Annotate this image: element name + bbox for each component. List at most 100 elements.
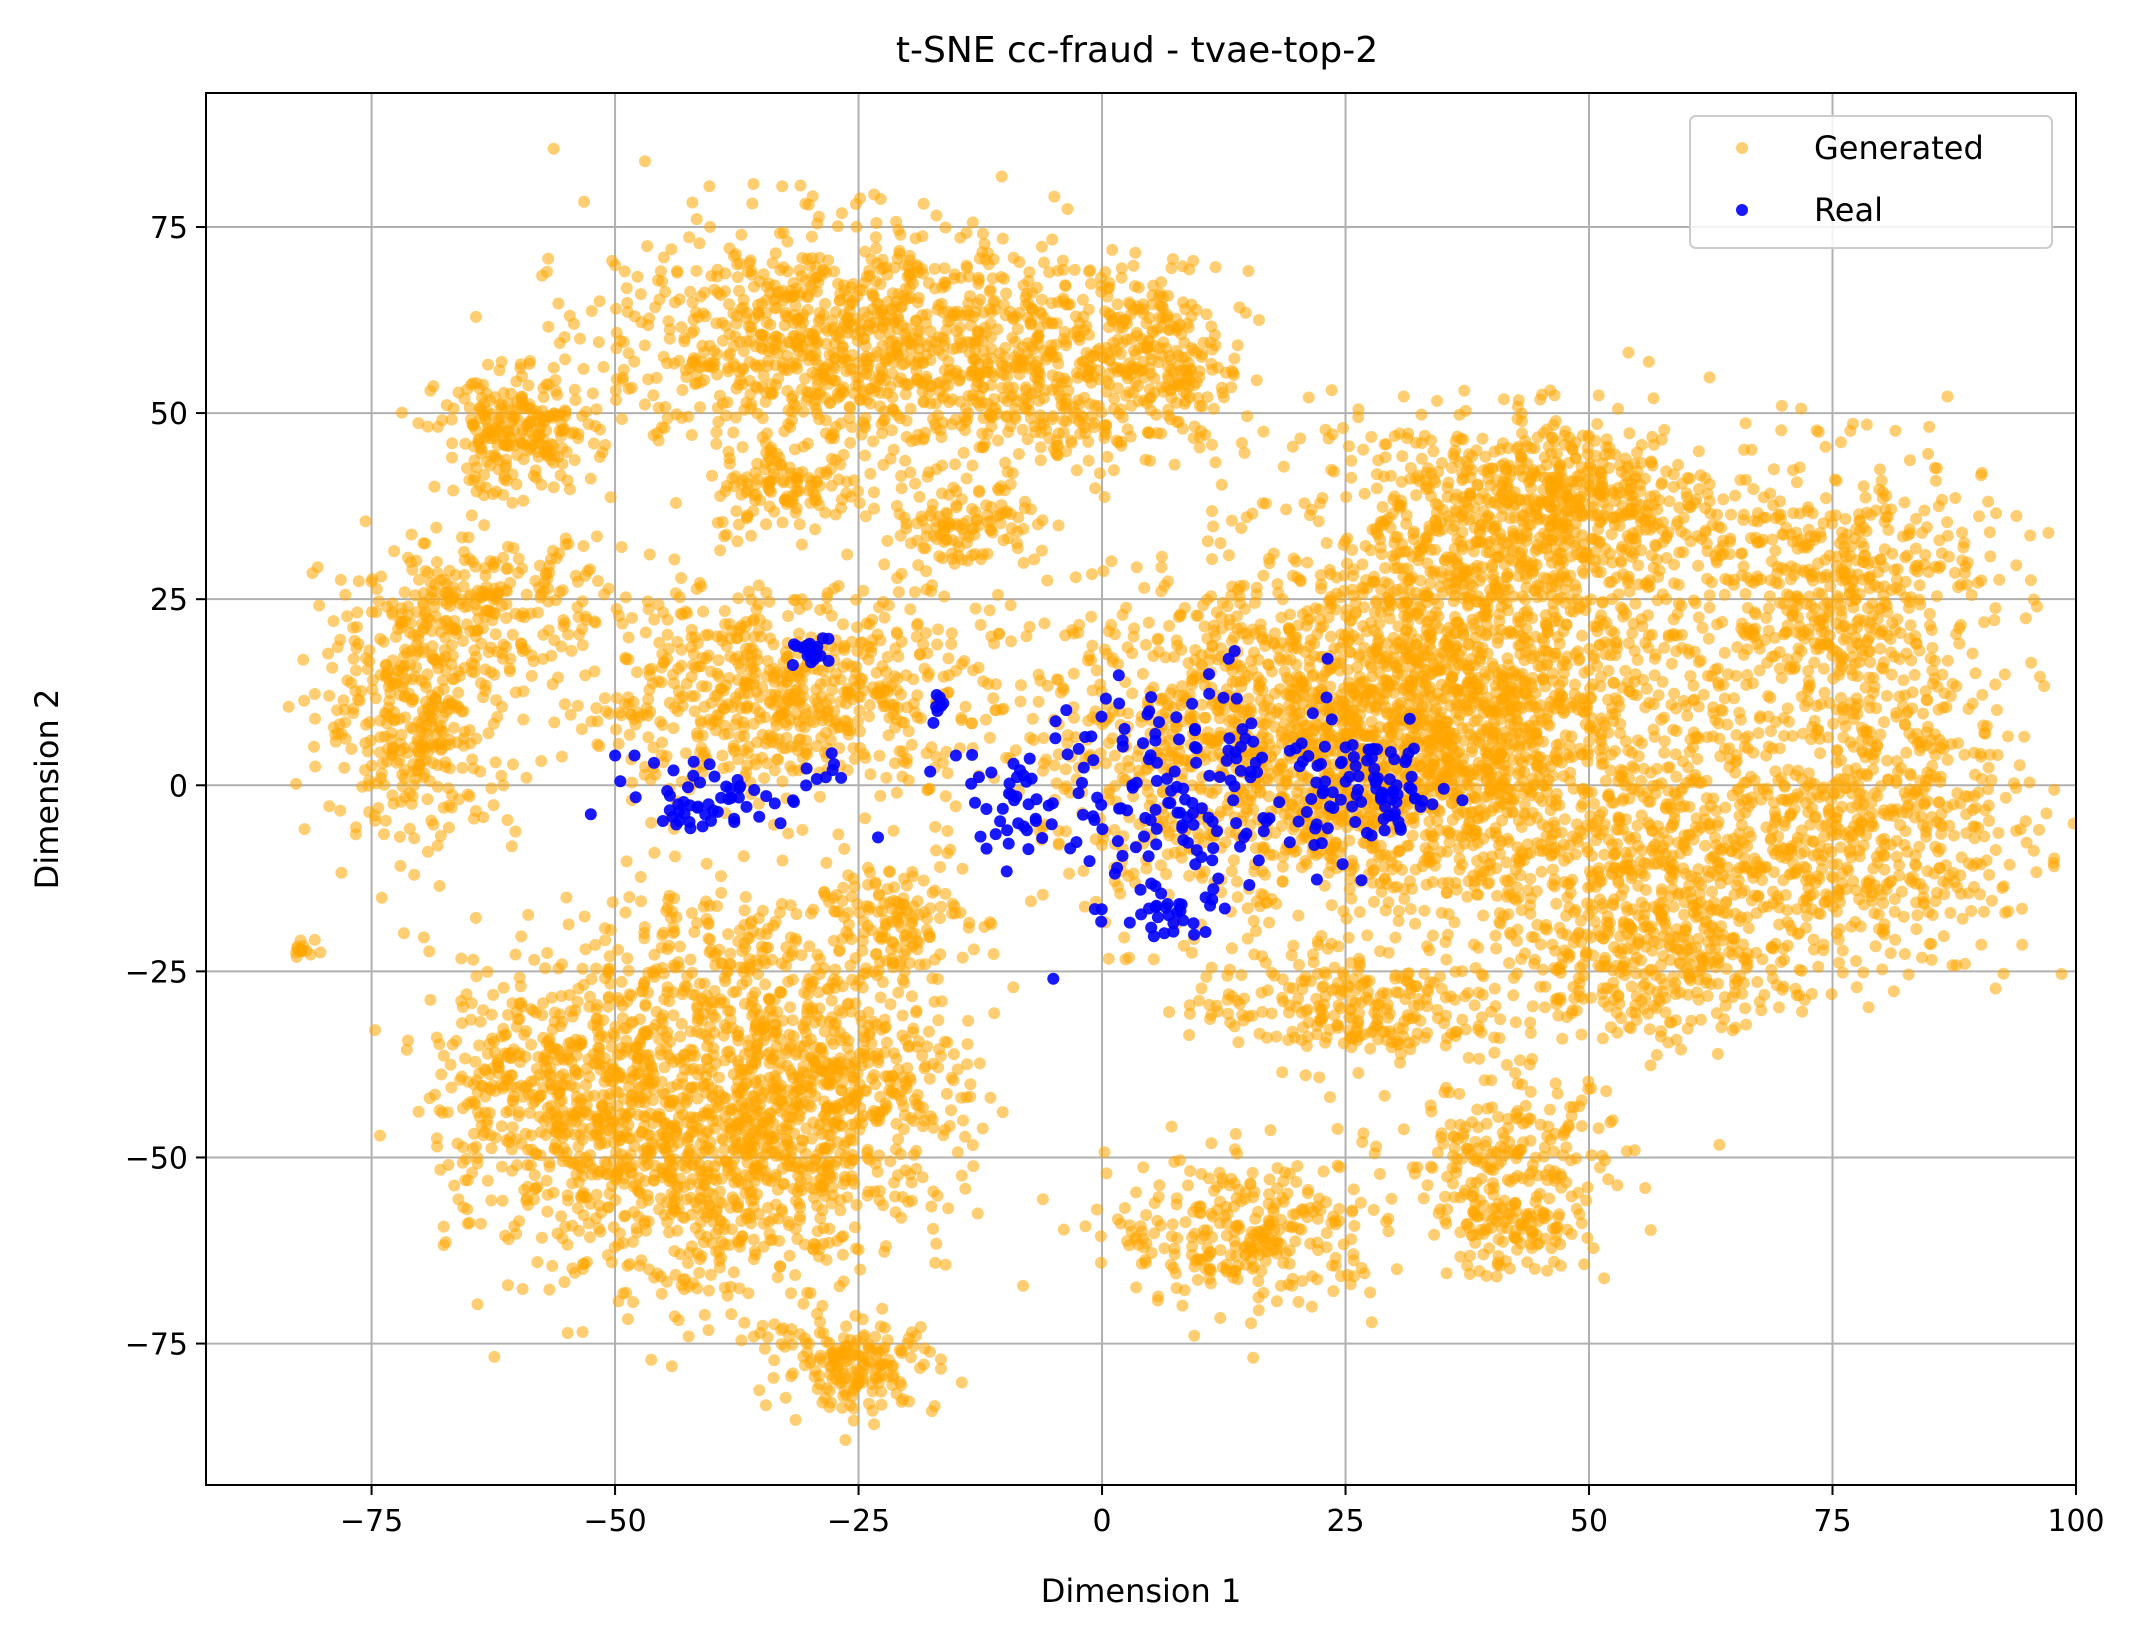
point-generated: [474, 479, 487, 492]
point-generated: [1103, 307, 1116, 320]
point-generated: [1276, 593, 1289, 606]
point-generated: [937, 392, 949, 405]
point-generated: [1081, 654, 1094, 667]
point-generated: [1068, 263, 1081, 276]
point-generated: [1140, 862, 1153, 875]
point-generated: [900, 928, 913, 941]
point-generated: [711, 270, 724, 283]
point-generated: [425, 625, 438, 637]
point-generated: [504, 652, 517, 665]
point-generated: [684, 953, 697, 966]
point-generated: [981, 427, 994, 440]
point-generated: [919, 627, 932, 639]
point-generated: [578, 195, 591, 208]
point-generated: [1231, 891, 1244, 904]
point-generated: [711, 401, 724, 414]
point-generated: [832, 828, 845, 841]
point-generated: [768, 764, 781, 777]
point-generated: [1235, 522, 1248, 535]
point-generated: [1061, 203, 1074, 215]
point-generated: [631, 270, 644, 283]
point-generated: [948, 900, 961, 913]
point-generated: [657, 926, 670, 939]
point-generated: [949, 413, 962, 426]
point-generated: [710, 437, 723, 450]
point-generated: [495, 769, 508, 782]
point-generated: [870, 242, 883, 255]
point-generated: [1036, 293, 1048, 306]
point-generated: [495, 599, 508, 612]
point-generated: [908, 586, 921, 598]
point-generated: [622, 347, 635, 360]
point-generated: [1032, 695, 1045, 708]
point-generated: [537, 652, 550, 665]
point-generated: [1026, 712, 1039, 725]
point-generated: [1078, 324, 1091, 337]
point-generated: [387, 797, 400, 810]
point-generated: [641, 595, 654, 608]
point-generated: [769, 247, 782, 260]
point-generated: [827, 427, 840, 440]
point-generated: [766, 461, 779, 474]
point-generated: [920, 923, 933, 936]
point-generated: [836, 340, 849, 353]
point-generated: [957, 446, 970, 459]
point-generated: [829, 963, 842, 976]
point-generated: [875, 418, 888, 431]
point-generated: [426, 652, 439, 665]
point-generated: [903, 269, 916, 282]
point-generated: [790, 338, 803, 350]
point-generated: [1041, 679, 1054, 692]
point-generated: [995, 170, 1008, 183]
point-generated: [844, 436, 857, 449]
point-generated: [577, 362, 590, 375]
point-generated: [639, 155, 651, 168]
point-generated: [619, 591, 632, 604]
point-generated: [671, 266, 684, 279]
point-generated: [867, 322, 880, 335]
point-generated: [905, 738, 918, 751]
point-generated: [327, 721, 340, 734]
point-generated: [886, 287, 899, 300]
point-generated: [1037, 732, 1050, 744]
point-generated: [747, 505, 760, 517]
point-generated: [560, 891, 573, 904]
point-generated: [981, 397, 994, 410]
point-generated: [1001, 465, 1014, 478]
point-generated: [1239, 306, 1252, 319]
point-generated: [949, 800, 962, 813]
point-generated: [1034, 441, 1047, 454]
point-generated: [743, 257, 756, 269]
point-generated: [983, 731, 996, 744]
point-generated: [1131, 750, 1144, 763]
point-generated: [853, 284, 866, 297]
point-generated: [1120, 601, 1133, 614]
point-generated: [610, 326, 623, 339]
point-generated: [509, 607, 522, 620]
point-generated: [408, 868, 421, 881]
point-generated: [587, 437, 600, 450]
point-generated: [548, 716, 561, 729]
point-generated: [913, 325, 926, 338]
point-generated: [458, 725, 471, 738]
point-generated: [1062, 384, 1075, 397]
point-generated: [717, 684, 730, 697]
point-generated: [750, 603, 763, 616]
point-generated: [1052, 837, 1065, 850]
point-generated: [1061, 737, 1074, 750]
point-generated: [880, 261, 893, 274]
point-generated: [334, 633, 347, 646]
point-generated: [830, 889, 843, 901]
point-generated: [768, 669, 781, 682]
point-generated: [375, 668, 387, 681]
point-generated: [760, 518, 772, 531]
point-generated: [655, 676, 668, 689]
point-generated: [902, 907, 915, 920]
point-generated: [991, 323, 1004, 336]
point-generated: [973, 484, 986, 497]
point-generated: [700, 857, 713, 870]
point-generated: [534, 591, 547, 604]
point-generated: [517, 494, 530, 507]
point-generated: [1166, 253, 1179, 266]
point-generated: [813, 953, 826, 966]
